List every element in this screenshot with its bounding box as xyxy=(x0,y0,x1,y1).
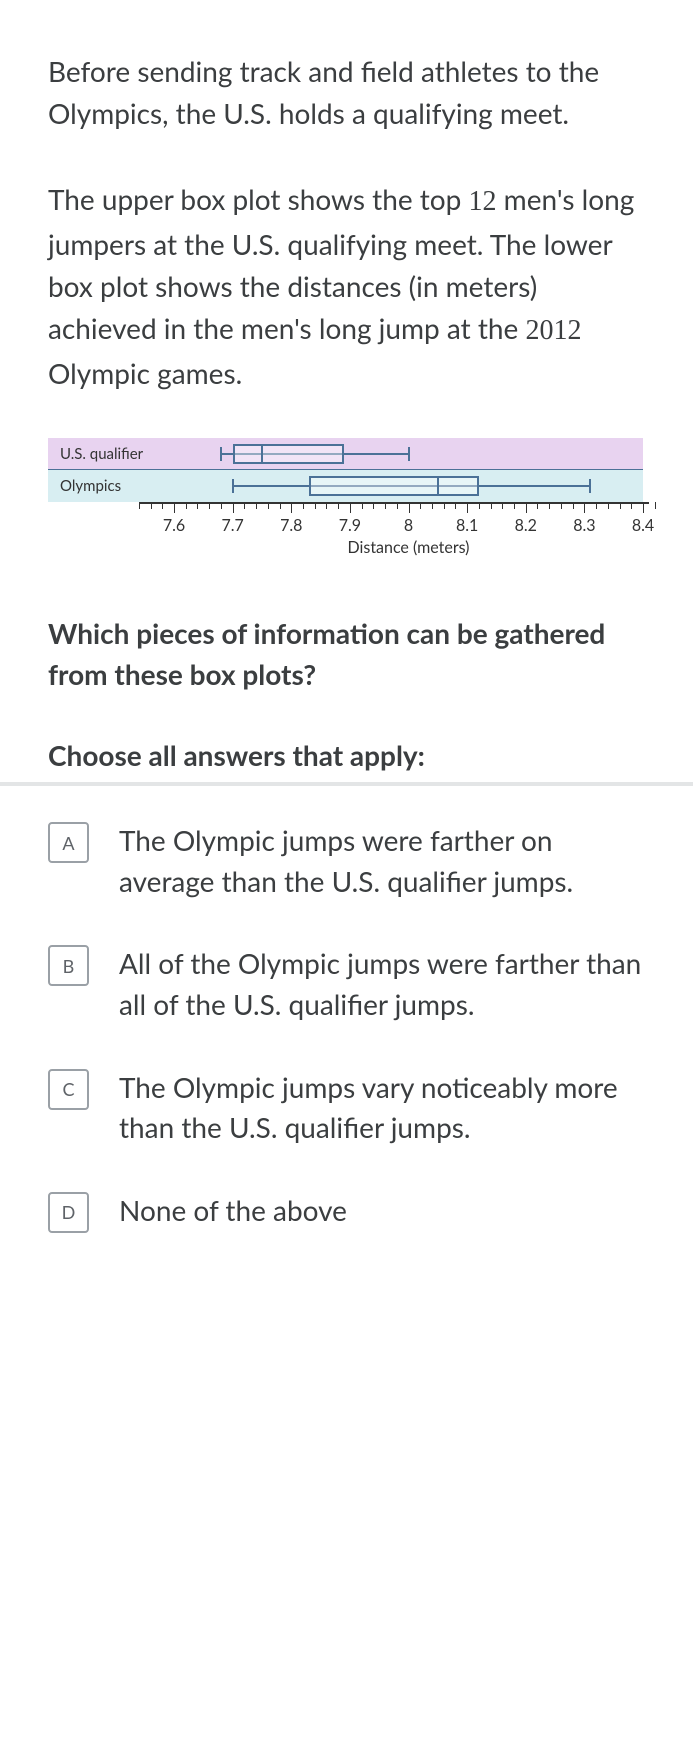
tick-label: 8.2 xyxy=(515,516,537,535)
choice-a[interactable]: A The Olympic jumps were farther on avera… xyxy=(48,820,645,901)
choice-text: The Olympic jumps vary noticeably more t… xyxy=(119,1067,645,1148)
tick-label: 8 xyxy=(404,516,413,535)
p2-num1: 12 xyxy=(469,186,497,217)
boxplot-chart: U.S. qualifier Olympics 7.6 7.7 7.8 7.9 8 8.1 8… xyxy=(48,438,643,557)
choice-checkbox[interactable]: C xyxy=(48,1069,89,1110)
axis-ruler xyxy=(174,502,643,516)
choice-text: None of the above xyxy=(119,1190,347,1231)
tick-label: 7.6 xyxy=(163,516,185,535)
scale-area xyxy=(174,438,643,469)
intro-paragraph-1: Before sending track and field athletes … xyxy=(48,50,645,134)
instruction-text: Choose all answers that apply: xyxy=(48,738,645,772)
tick-label: 8.3 xyxy=(573,516,595,535)
row-label: Olympics xyxy=(60,477,121,495)
row-us-qualifier: U.S. qualifier xyxy=(48,438,643,470)
p2-c: Olympic games. xyxy=(48,356,242,390)
intro-paragraph-2: The upper box plot shows the top 12 men'… xyxy=(48,178,645,394)
tick-label: 7.8 xyxy=(280,516,302,535)
choice-checkbox[interactable]: B xyxy=(48,945,89,986)
choice-text: All of the Olympic jumps were farther th… xyxy=(119,943,645,1024)
choice-d[interactable]: D None of the above xyxy=(48,1190,645,1233)
row-olympics: Olympics xyxy=(48,470,643,502)
choice-checkbox[interactable]: A xyxy=(48,822,89,863)
tick-label: 8.1 xyxy=(456,516,478,535)
row-label: U.S. qualifier xyxy=(60,445,143,463)
choice-checkbox[interactable]: D xyxy=(48,1192,89,1233)
divider xyxy=(0,782,693,786)
axis-labels: 7.67.77.87.988.18.28.38.4 xyxy=(174,516,643,536)
choice-text: The Olympic jumps were farther on averag… xyxy=(119,820,645,901)
choice-b[interactable]: B All of the Olympic jumps were farther t… xyxy=(48,943,645,1024)
p2-num2: 2012 xyxy=(525,315,581,346)
tick-label: 7.7 xyxy=(221,516,243,535)
choice-c[interactable]: C The Olympic jumps vary noticeably more … xyxy=(48,1067,645,1148)
tick-label: 8.4 xyxy=(632,516,654,535)
p2-a: The upper box plot shows the top xyxy=(48,182,469,216)
tick-label: 7.9 xyxy=(339,516,361,535)
axis-title: Distance (meters) xyxy=(174,536,643,557)
question-text: Which pieces of information can be gathe… xyxy=(48,613,645,694)
scale-area xyxy=(174,470,643,502)
